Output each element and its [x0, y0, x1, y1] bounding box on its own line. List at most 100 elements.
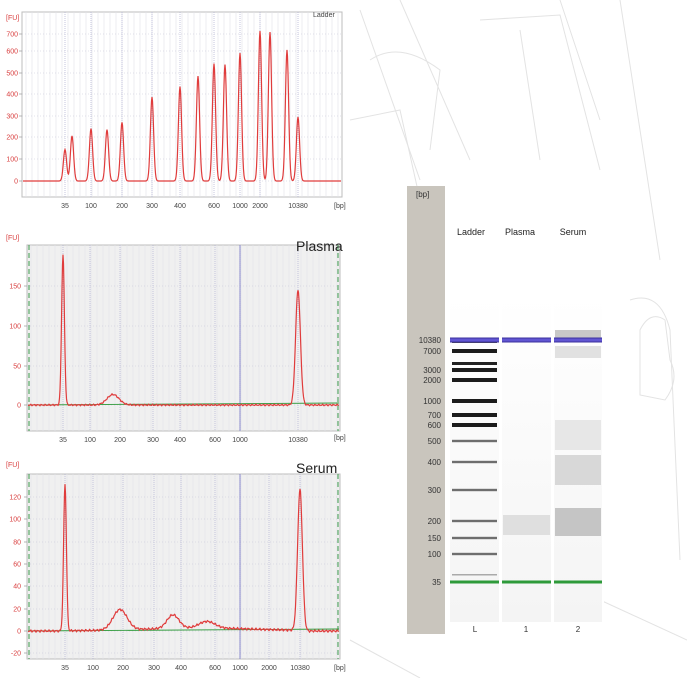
gel-smear: [555, 508, 601, 536]
gel-band: [452, 552, 497, 556]
serum-x-unit-label: [bp]: [334, 665, 346, 672]
x-tick-label: 1000: [232, 437, 248, 444]
gel-band: [452, 399, 497, 403]
plasma-chart-title: Plasma: [296, 238, 343, 254]
x-tick-label: 35: [61, 665, 69, 672]
gel-band: [452, 460, 497, 464]
y-tick-label: 400: [6, 92, 18, 99]
y-tick-label: 150: [9, 284, 21, 291]
gel-size-label: 700: [428, 411, 442, 420]
y-tick-label: 200: [6, 135, 18, 142]
gel-size-label: 1000: [423, 397, 441, 406]
gel-axis-unit: [bp]: [416, 190, 429, 199]
gel-band: [452, 536, 497, 540]
gel-lane-header: Ladder: [457, 227, 485, 237]
x-tick-label: 35: [61, 203, 69, 210]
gel-size-label: 200: [428, 517, 442, 526]
gel-lane-footer: L: [473, 625, 478, 634]
y-tick-label: 0: [17, 629, 21, 636]
plasma-electropherogram: 0 50 100 150 35 100 200 300 400 600 1000 10380 [FU…: [5, 232, 348, 444]
y-tick-label: -20: [11, 651, 21, 658]
y-tick-label: 600: [6, 49, 18, 56]
y-tick-label: 500: [6, 71, 18, 78]
background-sketch: [349, 0, 687, 678]
y-tick-label: 0: [14, 179, 18, 186]
gel-lane-header: Plasma: [505, 227, 535, 237]
x-tick-label: 600: [209, 437, 221, 444]
x-tick-label: 2000: [252, 203, 268, 210]
y-tick-label: 100: [9, 324, 21, 331]
gel-smear: [555, 420, 601, 450]
y-tick-label: 50: [13, 364, 21, 371]
gel-band: [452, 413, 497, 417]
gel-size-label: 100: [428, 550, 442, 559]
y-tick-label: 0: [17, 403, 21, 410]
serum-trace: [27, 484, 340, 634]
gel-upper-marker: [450, 337, 499, 343]
gel-size-label: 10380: [419, 336, 442, 345]
ladder-electropherogram: 0 100 200 300 400 500 600 700 35 100 200 300 400 600…: [5, 6, 348, 214]
plasma-trace: [27, 254, 339, 407]
gel-lane-header: Serum: [560, 227, 587, 237]
x-tick-label: 10380: [290, 665, 310, 672]
serum-chart-title: Serum: [296, 460, 337, 476]
plasma-y-unit-label: [FU]: [6, 235, 19, 242]
gel-lane-plasma: [502, 296, 551, 622]
x-tick-label: 100: [87, 665, 99, 672]
gel-size-label: 400: [428, 458, 442, 467]
gel-size-label: 600: [428, 421, 442, 430]
x-tick-label: 10380: [288, 437, 308, 444]
y-tick-label: 20: [13, 607, 21, 614]
gel-band: [452, 519, 497, 523]
ladder-x-unit-label: [bp]: [334, 203, 346, 210]
x-tick-label: 100: [84, 437, 96, 444]
gel-smear: [555, 346, 601, 358]
gel-band: [452, 488, 497, 492]
gel-band: [452, 378, 497, 382]
serum-y-unit-label: [FU]: [6, 462, 19, 469]
ladder-trace: [23, 30, 341, 182]
y-tick-label: 100: [6, 157, 18, 164]
x-tick-label: 200: [114, 437, 126, 444]
x-tick-label: 600: [208, 203, 220, 210]
x-tick-label: 400: [174, 437, 186, 444]
gel-lane-footer: 2: [576, 625, 581, 634]
ladder-chart-title: Ladder: [313, 12, 335, 19]
gel-size-label: 300: [428, 486, 442, 495]
gel-lower-marker: [450, 580, 499, 584]
y-tick-label: 700: [6, 32, 18, 39]
gel-band: [452, 574, 497, 576]
x-tick-label: 200: [116, 203, 128, 210]
x-tick-label: 300: [148, 665, 160, 672]
gel-size-label: 500: [428, 437, 442, 446]
y-tick-label: 100: [9, 517, 21, 524]
gel-upper-marker: [554, 337, 602, 343]
gel-size-label: 150: [428, 534, 442, 543]
x-tick-label: 400: [174, 203, 186, 210]
gel-band: [452, 362, 497, 365]
y-tick-label: 60: [13, 562, 21, 569]
serum-electropherogram: -20 0 20 40 60 80 100 120 35 100 200 300 400 600 1000…: [5, 458, 348, 674]
x-tick-label: 400: [175, 665, 187, 672]
y-tick-label: 80: [13, 540, 21, 547]
gel-band: [452, 349, 497, 353]
x-tick-label: 200: [117, 665, 129, 672]
gel-size-axis: [407, 186, 445, 634]
gel-smear: [555, 330, 601, 338]
plasma-x-unit-label: [bp]: [334, 435, 346, 442]
y-tick-label: 40: [13, 584, 21, 591]
gel-lane-footer: 1: [524, 625, 529, 634]
gel-band: [452, 368, 497, 372]
x-tick-label: 35: [59, 437, 67, 444]
y-tick-label: 300: [6, 114, 18, 121]
ladder-y-unit-label: [FU]: [6, 15, 19, 22]
x-tick-label: 2000: [261, 665, 277, 672]
x-tick-label: 300: [147, 437, 159, 444]
x-tick-label: 300: [146, 203, 158, 210]
gel-size-label: 7000: [423, 347, 441, 356]
x-tick-label: 10380: [288, 203, 308, 210]
gel-band: [452, 423, 497, 427]
gel-lower-marker: [554, 580, 602, 584]
